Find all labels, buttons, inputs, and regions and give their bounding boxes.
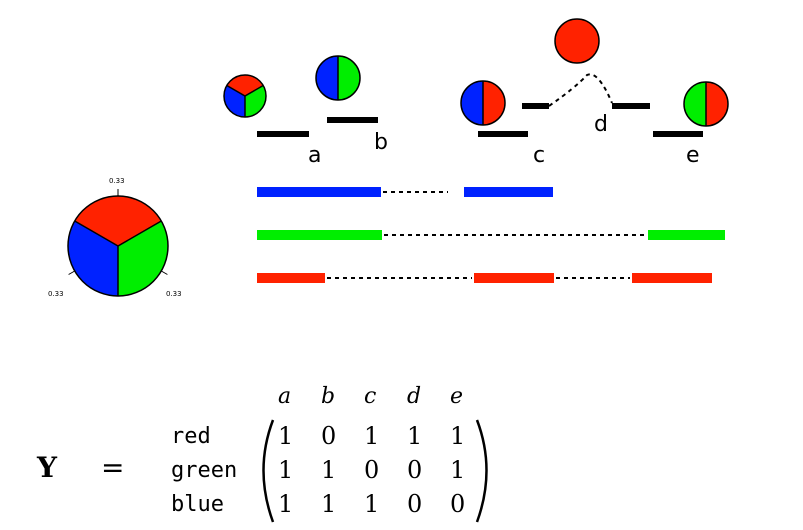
- matrix-cell: 0: [450, 490, 465, 518]
- matrix-row-label-blue: blue: [171, 492, 224, 517]
- pie-label-right: 0.33: [166, 290, 182, 298]
- track-blue-exon: [257, 187, 381, 197]
- segment-c: c: [478, 131, 545, 168]
- matrix-cell: 1: [278, 456, 293, 484]
- matrix-col-d: d: [407, 384, 421, 409]
- track-red-exon: [257, 273, 325, 283]
- track-red: [257, 273, 712, 283]
- equals-sign: =: [101, 451, 124, 484]
- segment-b-label: b: [374, 130, 388, 155]
- track-green-exon: [648, 230, 725, 240]
- matrix-cell: 1: [364, 422, 379, 450]
- track-blue: [257, 187, 553, 197]
- circle-e-green-red: [683, 81, 729, 127]
- matrix-cell: 1: [321, 456, 336, 484]
- circle-a-three-way: [223, 74, 267, 118]
- segment-e-bar: [653, 131, 703, 137]
- segment-d-arc: [548, 73, 613, 107]
- matrix-cell: 0: [407, 490, 422, 518]
- segment-e-label: e: [686, 143, 700, 168]
- segment-d: d: [522, 73, 650, 137]
- segment-d-label: d: [594, 112, 608, 137]
- matrix-bracket-left: [262, 419, 275, 523]
- segment-diagram: a b c d e: [223, 18, 729, 168]
- circle-c-blue-red: [460, 80, 506, 126]
- segment-a-label: a: [308, 143, 321, 168]
- matrix-col-b: b: [321, 384, 335, 409]
- abundance-pie: 0.33 0.33 0.33: [48, 177, 182, 298]
- segment-d-bar-right: [612, 103, 650, 109]
- segment-a-bar: [257, 131, 309, 137]
- matrix-cell: 1: [321, 490, 336, 518]
- track-red-exon: [474, 273, 554, 283]
- circle-d-red: [554, 18, 600, 64]
- segment-e: e: [653, 131, 703, 168]
- matrix-cell: 1: [450, 456, 465, 484]
- matrix-cell: 0: [321, 422, 336, 450]
- matrix-col-a: a: [278, 384, 291, 409]
- matrix-cell: 1: [278, 490, 293, 518]
- matrix-equation: Y = a b c d e red green blue 1 0 1 1 1 1…: [36, 384, 488, 523]
- segment-d-bar-left: [522, 103, 549, 109]
- pie-label-top: 0.33: [109, 177, 125, 185]
- matrix-cell: 0: [364, 456, 379, 484]
- segment-b: b: [327, 117, 388, 155]
- segment-c-bar: [478, 131, 528, 137]
- track-green-exon: [257, 230, 382, 240]
- track-red-exon: [632, 273, 712, 283]
- segment-c-label: c: [533, 143, 545, 168]
- segment-b-bar: [327, 117, 378, 123]
- matrix-cell: 0: [407, 456, 422, 484]
- matrix-bracket-right: [475, 419, 488, 523]
- matrix-cell: 1: [278, 422, 293, 450]
- circle-b-blue-green: [315, 55, 361, 101]
- pie-label-left: 0.33: [48, 290, 64, 298]
- track-green: [257, 230, 725, 240]
- matrix-cell: 1: [407, 422, 422, 450]
- segment-a: a: [257, 131, 321, 168]
- matrix-col-c: c: [364, 384, 376, 409]
- track-blue-exon: [464, 187, 553, 197]
- matrix-cell: 1: [364, 490, 379, 518]
- matrix-row-label-green: green: [171, 458, 237, 483]
- matrix-symbol: Y: [36, 451, 58, 484]
- matrix-col-e: e: [450, 384, 463, 409]
- matrix-cell: 1: [450, 422, 465, 450]
- matrix-row-label-red: red: [171, 424, 211, 449]
